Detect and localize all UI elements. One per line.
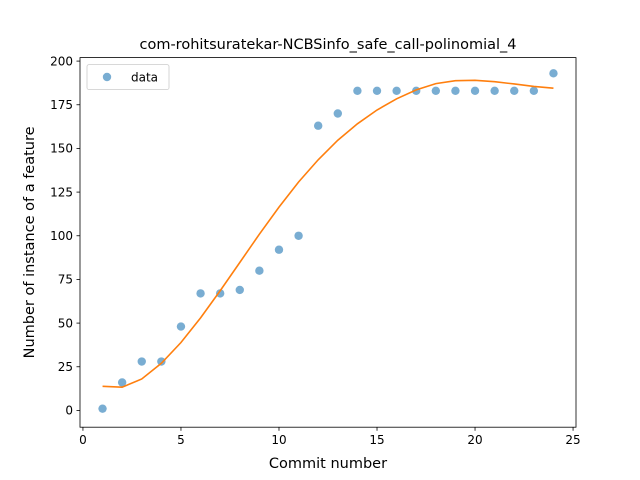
chart-title: com-rohitsuratekar-NCBSinfo_safe_call-po… [139, 37, 516, 53]
y-tick-label: 125 [50, 185, 73, 199]
y-axis-ticks: 0 25 50 75 100 125 150 175 200 [50, 54, 80, 418]
data-point [215, 289, 225, 298]
x-axis-ticks: 0 5 10 15 20 25 [79, 427, 581, 447]
data-point [490, 86, 499, 95]
data-point [529, 86, 539, 95]
data-point [313, 121, 323, 130]
data-point [98, 404, 107, 413]
data-point [372, 86, 382, 95]
y-tick-label: 50 [58, 316, 73, 330]
y-tick-label: 25 [58, 360, 73, 374]
data-point [333, 109, 343, 118]
data-point [451, 86, 460, 95]
y-tick-label: 150 [50, 142, 73, 156]
x-tick-label: 20 [467, 433, 482, 447]
data-point [549, 69, 558, 78]
data-marks [98, 69, 558, 413]
data-point [255, 266, 264, 275]
x-tick-label: 5 [177, 433, 185, 447]
data-point [431, 86, 441, 95]
legend-box [86, 64, 170, 90]
x-tick-label: 25 [565, 433, 580, 447]
y-axis-label: Number of instance of a feature [22, 126, 38, 358]
data-point [137, 357, 146, 366]
x-axis-label: Commit number [269, 456, 387, 472]
data-point [235, 285, 244, 295]
data-point [470, 86, 480, 95]
x-tick-label: 10 [271, 433, 286, 447]
y-tick-label: 200 [50, 54, 73, 68]
legend-marker-data [102, 72, 112, 82]
data-point [176, 322, 186, 331]
data-point [510, 86, 519, 95]
x-tick-label: 0 [79, 433, 87, 447]
y-tick-label: 75 [58, 273, 73, 287]
data-point [353, 86, 362, 95]
legend-label-data: data [131, 71, 158, 85]
data-point [196, 289, 205, 298]
data-point [117, 378, 127, 387]
plot-frame [79, 57, 577, 428]
fit-line [102, 79, 554, 389]
x-tick-label: 15 [369, 433, 384, 447]
legend: data [86, 64, 170, 90]
data-point [274, 245, 284, 254]
y-tick-label: 100 [50, 229, 73, 243]
data-point [294, 231, 303, 240]
data-point [157, 357, 166, 366]
y-tick-label: 175 [50, 98, 73, 112]
y-tick-label: 0 [65, 404, 73, 418]
plot-area [80, 57, 576, 428]
data-point [392, 86, 401, 95]
